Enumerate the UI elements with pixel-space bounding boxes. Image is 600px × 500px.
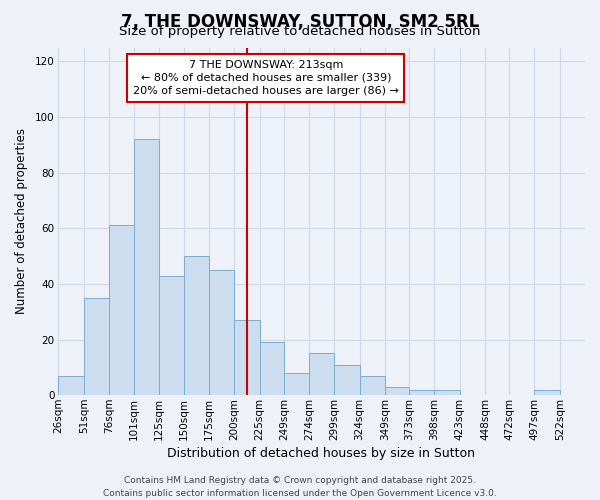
Bar — [109, 226, 134, 395]
Bar — [334, 364, 359, 395]
Text: 7 THE DOWNSWAY: 213sqm
← 80% of detached houses are smaller (339)
20% of semi-de: 7 THE DOWNSWAY: 213sqm ← 80% of detached… — [133, 60, 399, 96]
X-axis label: Distribution of detached houses by size in Sutton: Distribution of detached houses by size … — [167, 447, 475, 460]
Bar — [235, 320, 260, 395]
Bar — [158, 276, 184, 395]
Bar — [409, 390, 434, 395]
Bar — [184, 256, 209, 395]
Text: Size of property relative to detached houses in Sutton: Size of property relative to detached ho… — [119, 25, 481, 38]
Bar — [284, 373, 309, 395]
Bar — [134, 140, 158, 395]
Bar — [209, 270, 235, 395]
Bar — [58, 376, 84, 395]
Y-axis label: Number of detached properties: Number of detached properties — [15, 128, 28, 314]
Bar — [260, 342, 284, 395]
Bar — [434, 390, 460, 395]
Text: 7, THE DOWNSWAY, SUTTON, SM2 5RL: 7, THE DOWNSWAY, SUTTON, SM2 5RL — [121, 12, 479, 30]
Bar — [385, 387, 409, 395]
Bar — [535, 390, 560, 395]
Text: Contains HM Land Registry data © Crown copyright and database right 2025.
Contai: Contains HM Land Registry data © Crown c… — [103, 476, 497, 498]
Bar — [309, 354, 334, 395]
Bar — [84, 298, 109, 395]
Bar — [359, 376, 385, 395]
